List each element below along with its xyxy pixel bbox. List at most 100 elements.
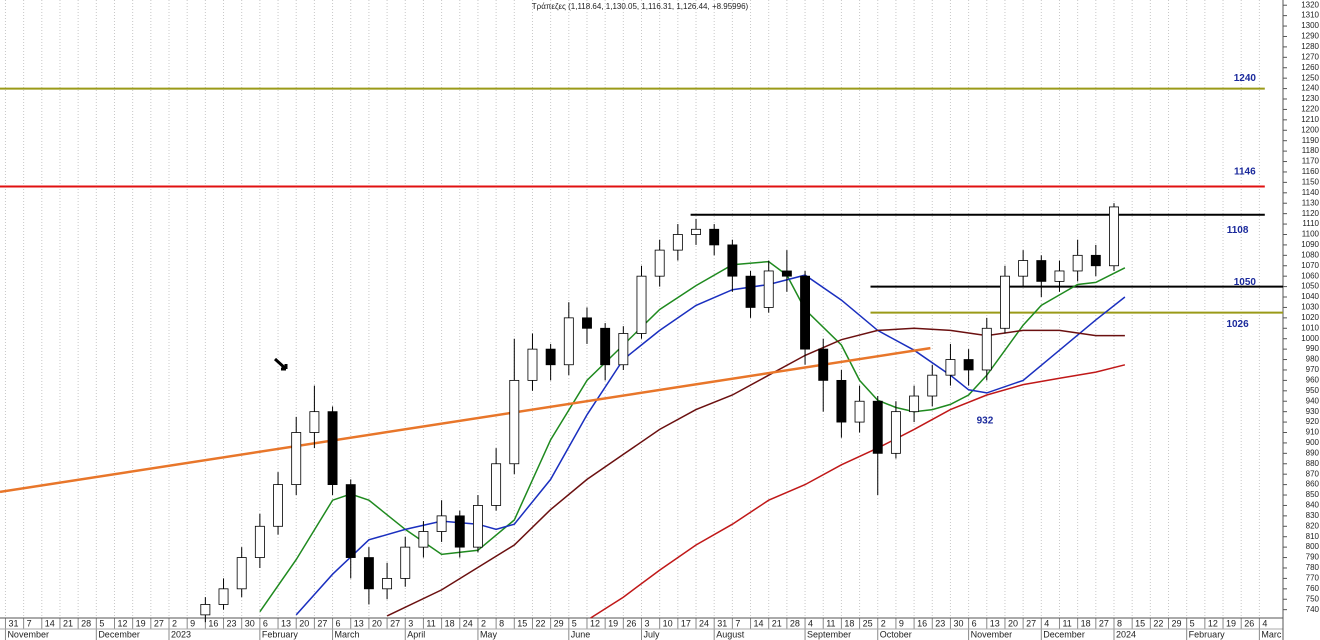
candle-body	[473, 505, 483, 548]
moving-average	[590, 364, 1126, 619]
candle-body	[418, 531, 429, 548]
month-label: 2023	[171, 629, 191, 639]
x-tick-label: 29	[554, 618, 564, 628]
y-tick-label: 1280	[1301, 42, 1319, 51]
y-tick-label: 930	[1306, 407, 1320, 416]
candle-body	[582, 317, 592, 329]
x-tick-label: 18	[844, 618, 854, 628]
x-tick-label: 19	[608, 618, 618, 628]
x-tick-label: 2	[881, 618, 886, 628]
y-tick-label: 1010	[1301, 323, 1319, 332]
candle-body	[527, 348, 538, 381]
y-tick-label: 970	[1306, 365, 1320, 374]
x-tick-label: 30	[953, 618, 963, 628]
x-tick-label: 27	[1026, 618, 1036, 628]
candle-body	[854, 400, 865, 423]
x-tick-label: 2	[481, 618, 486, 628]
x-tick-label: 24	[463, 618, 473, 628]
candle-body	[454, 515, 465, 548]
x-tick-label: 28	[81, 618, 91, 628]
candle-body	[945, 359, 956, 376]
month-label: June	[571, 629, 591, 639]
annotation: 932	[977, 416, 994, 427]
y-tick-label: 1060	[1301, 271, 1319, 280]
candle-body	[618, 333, 629, 366]
y-tick-label: 1130	[1302, 198, 1320, 207]
y-tick-label: 1290	[1301, 32, 1319, 41]
x-tick-label: 13	[990, 618, 1000, 628]
y-tick-label: 1030	[1301, 303, 1319, 312]
candle-body	[400, 546, 411, 579]
y-tick-label: 790	[1306, 553, 1320, 562]
x-tick-label: 18	[445, 618, 455, 628]
candle-body	[218, 588, 229, 605]
x-tick-label: 4	[1262, 618, 1267, 628]
candle-body	[345, 484, 356, 558]
month-label: December	[1043, 629, 1085, 639]
y-tick-label: 770	[1306, 574, 1320, 583]
x-tick-label: 21	[772, 618, 782, 628]
y-tick-label: 1170	[1302, 157, 1320, 166]
x-tick-label: 24	[699, 618, 709, 628]
y-tick-label: 960	[1306, 375, 1320, 384]
month-label: February	[1189, 629, 1226, 639]
candle-body	[872, 400, 883, 454]
y-tick-label: 940	[1306, 396, 1320, 405]
x-tick-label: 19	[136, 618, 146, 628]
y-tick-label: 1070	[1301, 261, 1319, 270]
x-tick-label: 16	[208, 618, 218, 628]
x-tick-label: 12	[590, 618, 600, 628]
month-label: November	[971, 629, 1013, 639]
x-tick-label: 5	[572, 618, 577, 628]
y-tick-label: 1250	[1301, 73, 1319, 82]
y-tick-label: 1110	[1302, 219, 1319, 228]
candle-body	[327, 411, 338, 486]
y-tick-label: 810	[1306, 532, 1320, 541]
x-tick-label: 22	[535, 618, 545, 628]
candle-body	[909, 395, 920, 413]
month-label: October	[880, 629, 912, 639]
x-tick-label: 20	[1008, 618, 1018, 628]
candle-body	[509, 379, 520, 465]
x-tick-label: 15	[1135, 618, 1145, 628]
x-tick-label: 26	[626, 618, 636, 628]
y-tick-label: 1320	[1301, 0, 1319, 9]
candle-body	[981, 327, 992, 371]
x-tick-label: 3	[645, 618, 650, 628]
y-tick-label: 1230	[1301, 94, 1319, 103]
candle-body	[236, 557, 247, 590]
x-tick-label: 27	[390, 618, 400, 628]
x-tick-label: 15	[517, 618, 527, 628]
y-tick-label: 1050	[1301, 282, 1319, 291]
x-tick-label: 18	[1081, 618, 1091, 628]
month-label: April	[407, 629, 425, 639]
y-tick-label: 950	[1306, 386, 1320, 395]
y-tick-label: 920	[1306, 417, 1320, 426]
candle-body	[1036, 260, 1047, 282]
y-tick-label: 740	[1306, 605, 1320, 614]
x-tick-label: 21	[63, 618, 73, 628]
x-tick-label: 29	[1172, 618, 1182, 628]
candle-body	[963, 359, 974, 371]
x-tick-label: 14	[45, 618, 55, 628]
x-tick-label: 31	[8, 618, 18, 628]
candle-body	[291, 432, 302, 486]
y-tick-label: 1300	[1301, 21, 1319, 30]
y-tick-label: 1150	[1302, 177, 1320, 186]
y-tick-label: 1220	[1301, 105, 1319, 114]
candle-body	[763, 270, 774, 308]
moving-average	[386, 327, 1125, 617]
month-label: March	[335, 629, 360, 639]
y-tick-label: 910	[1306, 428, 1320, 437]
candle-body	[890, 411, 901, 454]
candle-body	[672, 234, 683, 251]
month-label: Marc	[1261, 629, 1281, 639]
y-tick-label: 1090	[1301, 240, 1319, 249]
x-tick-label: 26	[1244, 618, 1254, 628]
y-tick-label: 830	[1306, 511, 1320, 520]
y-tick-label: 1180	[1302, 146, 1320, 155]
candle-body	[691, 228, 701, 235]
annotation: 1240	[1234, 73, 1257, 84]
